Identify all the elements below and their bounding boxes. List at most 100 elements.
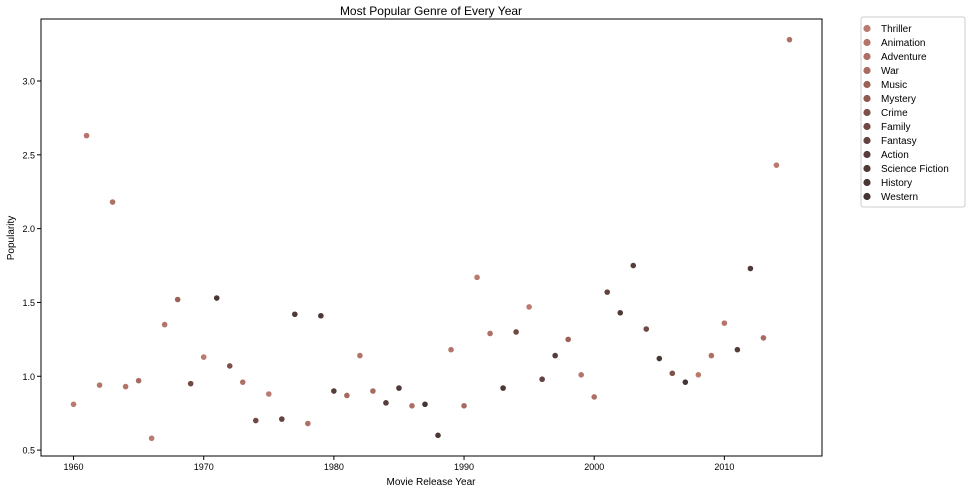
data-point: [747, 265, 754, 272]
data-point: [331, 388, 337, 394]
data-points: [70, 36, 793, 442]
legend-item: Family: [863, 122, 910, 133]
legend-items: Thriller Animation Adventure War Music Myster…: [863, 24, 949, 203]
legend-marker: [863, 136, 871, 145]
data-point: [695, 372, 702, 378]
y-tick-label: 1.0: [22, 372, 35, 382]
x-tick-label: 1990: [454, 462, 474, 472]
data-point: [604, 289, 611, 295]
legend-marker: [863, 164, 871, 173]
legend-label: Mystery: [881, 94, 916, 105]
data-point: [578, 372, 584, 378]
data-point: [96, 382, 103, 388]
data-point: [760, 335, 767, 341]
legend-item: Western: [863, 192, 918, 203]
y-axis-label: Popularity: [6, 216, 17, 260]
data-point: [174, 296, 181, 303]
data-point: [200, 354, 207, 360]
y-tick-label: 2.5: [22, 150, 35, 160]
data-point: [500, 385, 506, 391]
legend-marker: [863, 178, 871, 187]
data-point: [252, 417, 259, 424]
plot-frame: [40, 18, 823, 457]
data-point: [422, 401, 428, 408]
legend-item: History: [863, 178, 912, 189]
legend-label: Animation: [881, 38, 925, 49]
data-point: [487, 330, 493, 337]
data-point: [773, 162, 780, 168]
legend-marker: [863, 192, 871, 201]
data-point: [344, 392, 350, 399]
data-point: [318, 312, 324, 319]
data-point: [461, 403, 467, 409]
legend-label: Science Fiction: [881, 164, 949, 175]
legend-marker: [863, 150, 871, 159]
y-tick-label: 2.0: [22, 224, 35, 234]
legend-item: Mystery: [863, 94, 916, 105]
data-point: [630, 262, 637, 269]
y-tick-label: 3.0: [22, 77, 35, 87]
x-tick-label: 2010: [714, 462, 734, 472]
data-point: [539, 376, 545, 383]
legend-label: Fantasy: [881, 136, 917, 147]
x-tick-label: 2000: [584, 462, 604, 472]
legend-item: Crime: [863, 108, 908, 119]
data-point: [83, 132, 90, 139]
legend: Thriller Animation Adventure War Music Myster…: [860, 16, 966, 208]
legend-item: Thriller: [863, 24, 912, 35]
data-point: [135, 377, 142, 384]
data-point: [265, 391, 272, 397]
data-point: [213, 295, 220, 301]
legend-label: Western: [881, 192, 918, 203]
data-point: [148, 435, 155, 442]
x-tick-label: 1970: [194, 462, 214, 472]
data-point: [565, 336, 571, 343]
data-point: [109, 199, 116, 205]
data-point: [279, 416, 285, 422]
data-point: [448, 346, 454, 353]
legend-label: Music: [881, 80, 907, 91]
data-point: [396, 385, 402, 391]
data-point: [187, 380, 194, 387]
legend-item: Animation: [863, 38, 925, 49]
data-point: [708, 352, 715, 359]
legend-item: Science Fiction: [863, 164, 949, 175]
x-axis-label: Movie Release Year: [387, 477, 477, 488]
legend-item: Fantasy: [863, 136, 917, 147]
legend-label: History: [881, 178, 912, 189]
x-axis: 1960 1970 1980 1990 2000 2010: [64, 456, 734, 472]
data-point: [305, 420, 311, 427]
legend-item: Music: [863, 80, 907, 91]
legend-item: War: [863, 66, 900, 77]
data-point: [357, 352, 363, 359]
legend-label: Crime: [881, 108, 908, 119]
x-tick-label: 1960: [64, 462, 84, 472]
data-point: [383, 400, 389, 406]
legend-marker: [863, 38, 871, 47]
data-point: [122, 383, 129, 390]
data-point: [734, 346, 741, 353]
legend-marker: [863, 108, 871, 117]
data-point: [721, 320, 728, 326]
data-point: [682, 379, 689, 385]
data-point: [435, 432, 441, 439]
data-point: [409, 403, 415, 409]
legend-marker: [863, 94, 871, 103]
legend-marker: [863, 66, 871, 75]
legend-label: Thriller: [881, 24, 912, 35]
data-point: [70, 401, 77, 408]
legend-label: Family: [881, 122, 910, 133]
legend-item: Action: [863, 150, 909, 161]
data-point: [669, 370, 676, 377]
data-point: [526, 304, 532, 310]
legend-marker: [863, 80, 871, 89]
data-point: [656, 355, 663, 362]
legend-frame: [860, 16, 966, 208]
legend-marker: [863, 24, 871, 33]
chart-title: Most Popular Genre of Every Year: [340, 4, 522, 18]
data-point: [786, 36, 793, 43]
y-tick-label: 1.5: [22, 298, 35, 308]
data-point: [591, 394, 598, 400]
legend-marker: [863, 52, 871, 61]
